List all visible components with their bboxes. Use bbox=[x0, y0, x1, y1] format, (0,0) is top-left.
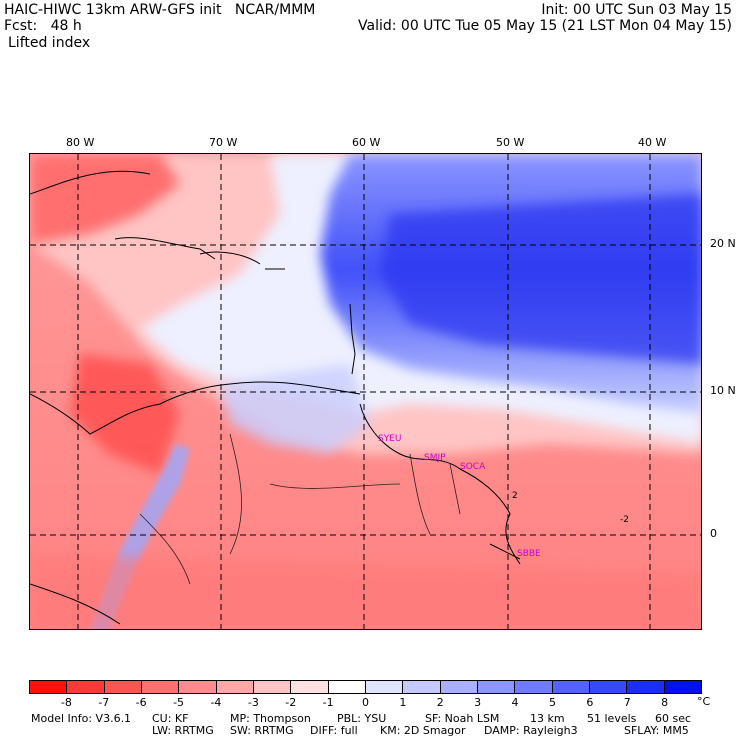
colorbar-tick-label: -4 bbox=[210, 696, 222, 709]
colorbar-swatch bbox=[588, 681, 627, 693]
colorbar-tick-label: -5 bbox=[173, 696, 185, 709]
footer-km: KM: 2D Smagor bbox=[380, 724, 466, 737]
colorbar-swatch bbox=[514, 681, 552, 693]
colorbar-tick-label: -3 bbox=[247, 696, 259, 709]
colorbar bbox=[29, 680, 702, 694]
model-title: HAIC-HIWC 13km ARW-GFS init NCAR/MMM bbox=[4, 2, 316, 18]
lon-label-70w: 70 W bbox=[209, 136, 238, 149]
station-smjp: SMJP bbox=[424, 453, 446, 463]
lon-label-50w: 50 W bbox=[496, 136, 525, 149]
contour-label-2: 2 bbox=[512, 491, 518, 501]
colorbar-tick-label: 4 bbox=[511, 696, 519, 709]
colorbar-swatch bbox=[290, 681, 328, 693]
colorbar-tick-label: -2 bbox=[285, 696, 297, 709]
contour-label-neg2: -2 bbox=[620, 515, 629, 525]
lon-label-80w: 80 W bbox=[66, 136, 95, 149]
colorbar-tick-label: 8 bbox=[661, 696, 669, 709]
lat-label-10n: 10 N bbox=[710, 384, 736, 397]
lon-label-60w: 60 W bbox=[352, 136, 381, 149]
colorbar-swatch bbox=[66, 681, 104, 693]
lat-label-20n: 20 N bbox=[710, 237, 736, 250]
colorbar-swatch bbox=[663, 681, 701, 693]
colorbar-swatch bbox=[439, 681, 477, 693]
colorbar-swatch bbox=[402, 681, 440, 693]
footer-model-info: Model Info: V3.6.1 bbox=[31, 712, 132, 725]
footer-sw: SW: RRTMG bbox=[230, 724, 294, 737]
footer-lw: LW: RRTMG bbox=[152, 724, 214, 737]
field-name: Lifted index bbox=[8, 35, 91, 51]
footer-mp: MP: Thompson bbox=[230, 712, 311, 725]
footer-timestep: 60 sec bbox=[655, 712, 692, 725]
colorbar-tick-label: -6 bbox=[135, 696, 147, 709]
colorbar-swatch bbox=[178, 681, 216, 693]
station-sbbe: SBBE bbox=[517, 549, 541, 559]
colorbar-swatch bbox=[476, 681, 515, 693]
station-soca: SOCA bbox=[460, 462, 486, 472]
colorbar-tick-label: 7 bbox=[623, 696, 631, 709]
colorbar-swatch bbox=[626, 681, 664, 693]
forecast-hour: Fcst: 48 h bbox=[4, 18, 82, 34]
footer-cu: CU: KF bbox=[152, 712, 189, 725]
footer-sf: SF: Noah LSM bbox=[425, 712, 500, 725]
colorbar-tick-label: 5 bbox=[548, 696, 556, 709]
colorbar-tick-label: 1 bbox=[399, 696, 407, 709]
colorbar-tick-label: -7 bbox=[98, 696, 110, 709]
footer-diff: DIFF: full bbox=[310, 724, 358, 737]
footer-sflay: SFLAY: MM5 bbox=[624, 724, 689, 737]
colorbar-swatch bbox=[364, 681, 403, 693]
lon-label-40w: 40 W bbox=[638, 136, 667, 149]
colorbar-swatch bbox=[140, 681, 179, 693]
footer-damp: DAMP: Rayleigh3 bbox=[484, 724, 578, 737]
footer-levels: 51 levels bbox=[587, 712, 637, 725]
station-syeu: SYEU bbox=[378, 434, 401, 444]
colorbar-swatch bbox=[215, 681, 253, 693]
lifted-index-map: SYEU SMJP SOCA SBBE 2 -2 bbox=[29, 153, 702, 630]
colorbar-unit: °C bbox=[697, 695, 711, 708]
init-time: Init: 00 UTC Sun 03 May 15 bbox=[541, 2, 732, 18]
colorbar-swatch bbox=[103, 681, 141, 693]
colorbar-tick-label: -8 bbox=[60, 696, 72, 709]
colorbar-tick-label: -1 bbox=[322, 696, 334, 709]
footer-pbl: PBL: YSU bbox=[337, 712, 387, 725]
colorbar-swatch bbox=[327, 681, 365, 693]
footer-resolution: 13 km bbox=[530, 712, 565, 725]
map-canvas: SYEU SMJP SOCA SBBE 2 -2 bbox=[30, 154, 701, 629]
lat-label-0: 0 bbox=[710, 527, 717, 540]
valid-time: Valid: 00 UTC Tue 05 May 15 (21 LST Mon … bbox=[358, 18, 732, 34]
colorbar-swatch bbox=[252, 681, 291, 693]
colorbar-tick-label: 2 bbox=[436, 696, 444, 709]
colorbar-tick-label: 0 bbox=[362, 696, 369, 709]
colorbar-tick-label: 3 bbox=[474, 696, 482, 709]
colorbar-tick-label: 6 bbox=[586, 696, 594, 709]
colorbar-swatch bbox=[30, 681, 67, 693]
colorbar-swatch bbox=[551, 681, 589, 693]
